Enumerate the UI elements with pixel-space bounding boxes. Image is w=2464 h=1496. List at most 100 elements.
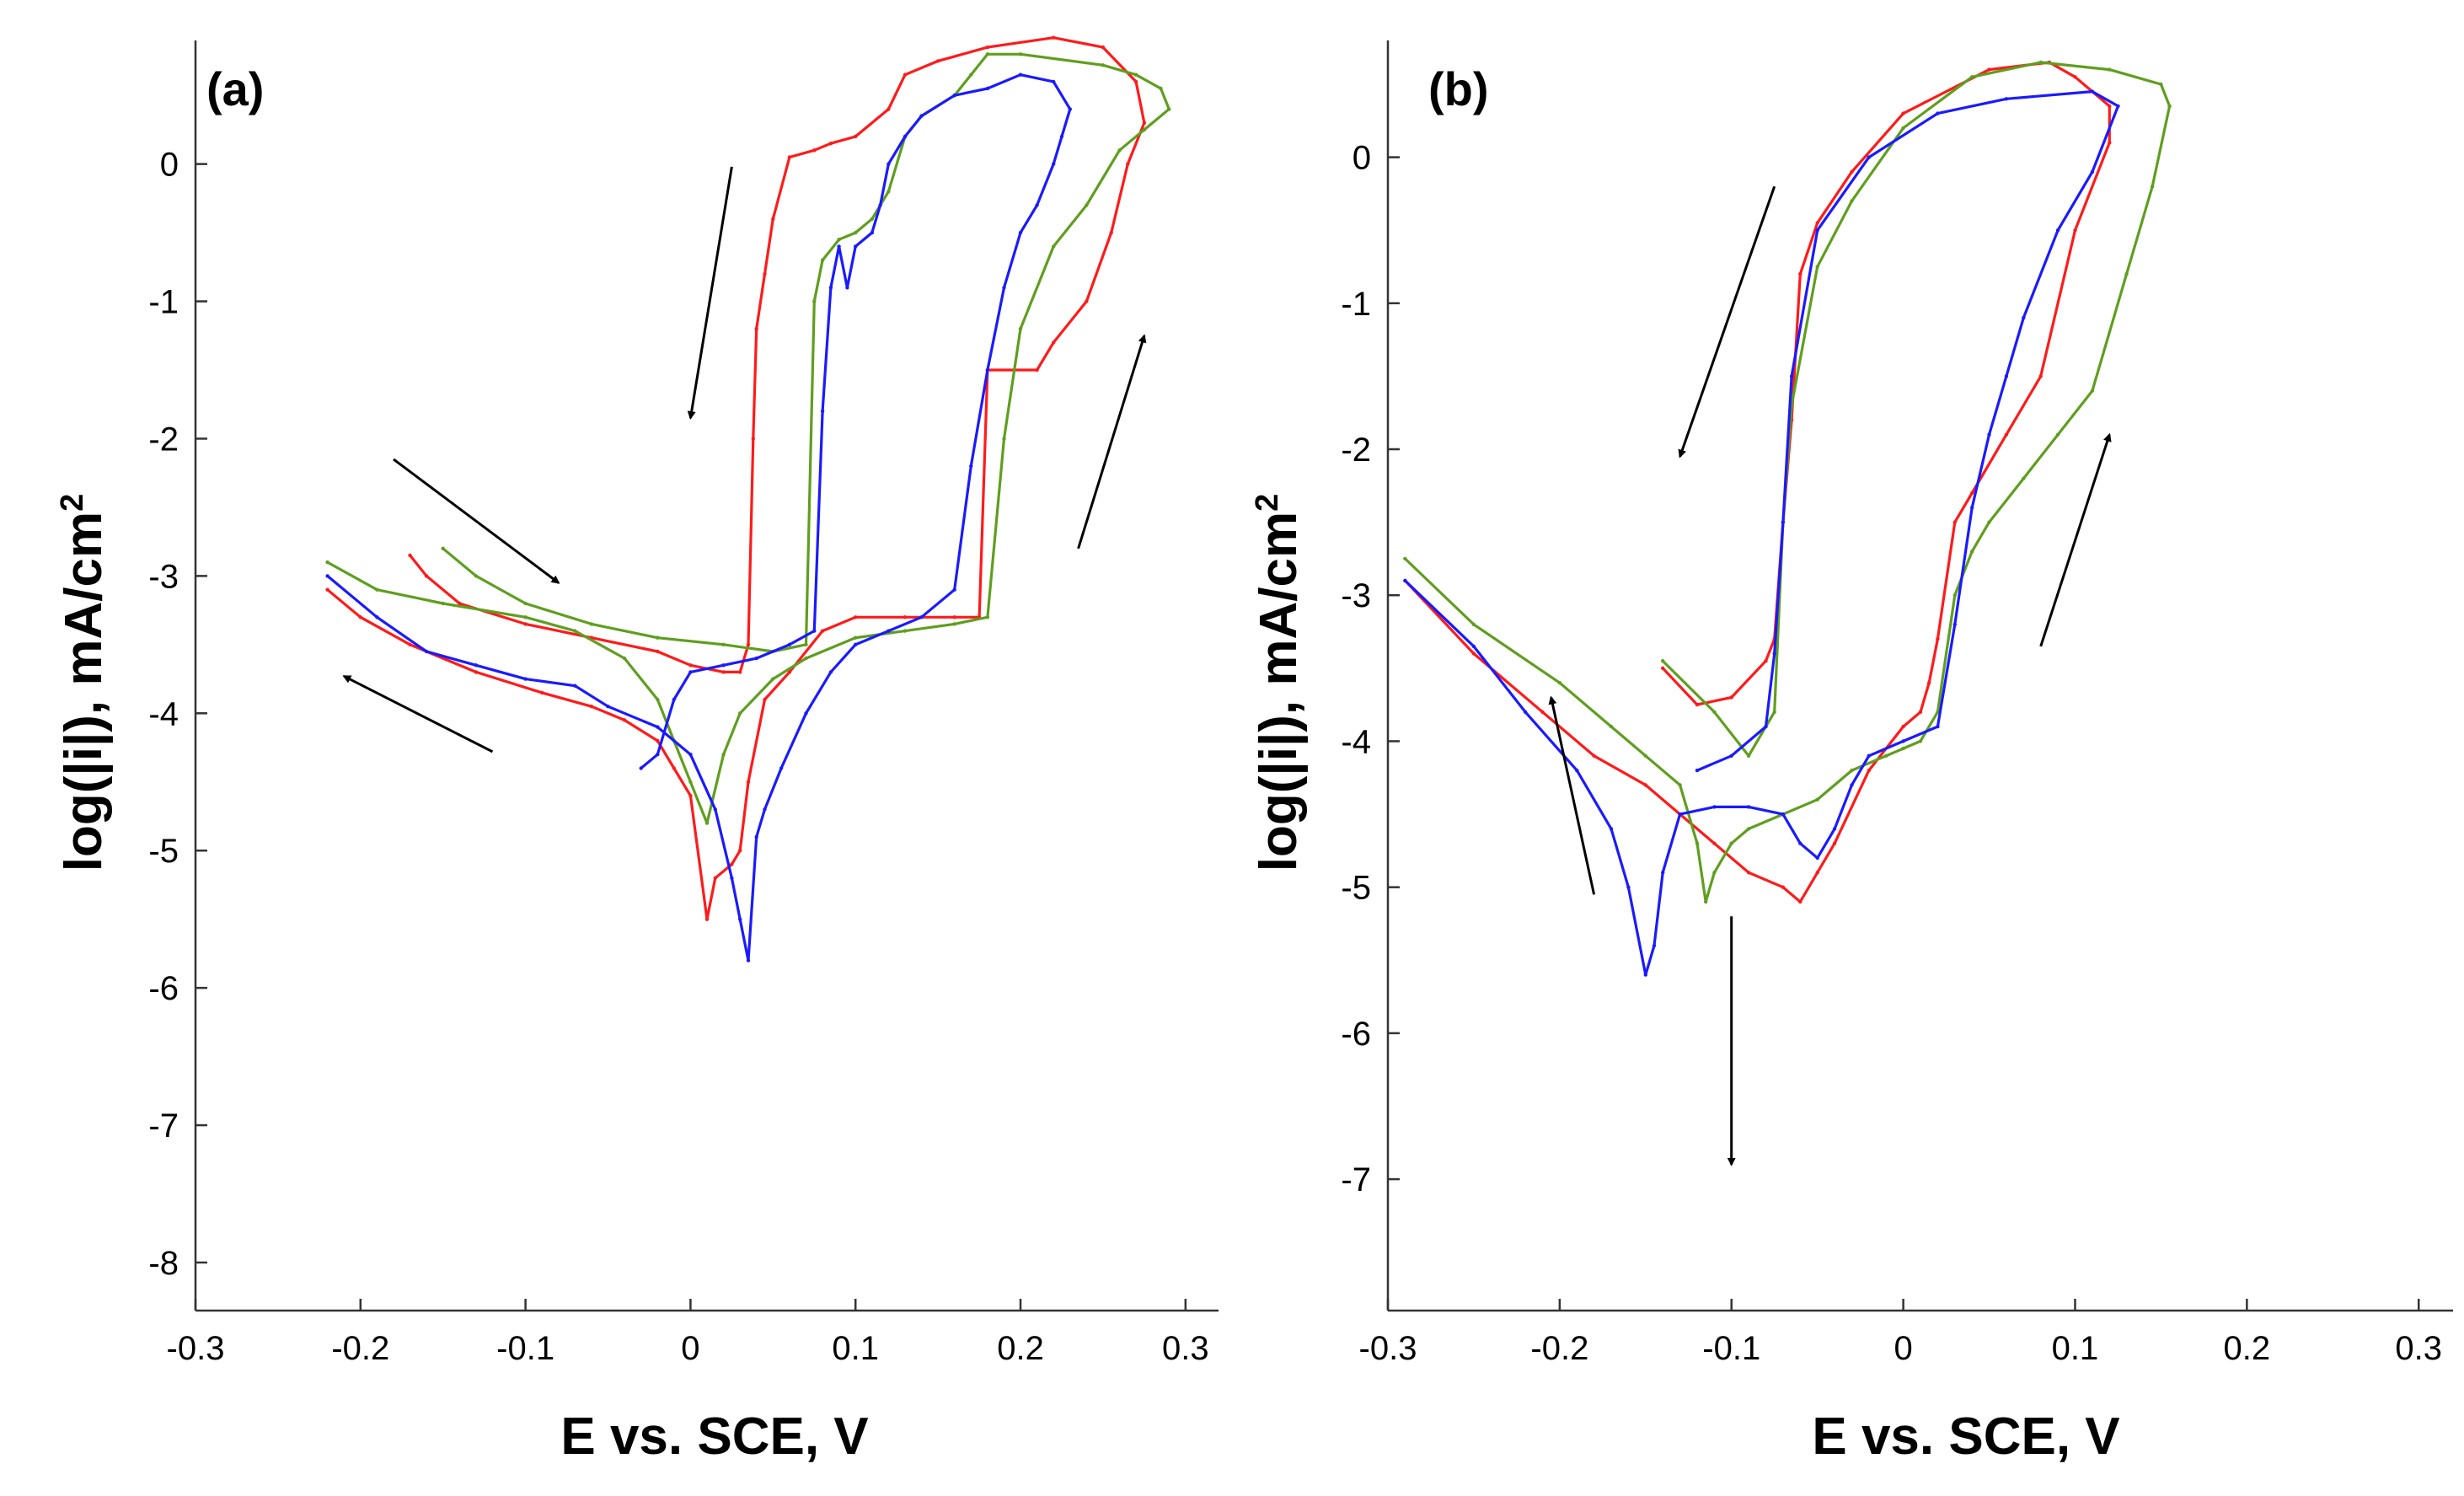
- panel-a-y-axis-title: log(|i|), mA/cm2: [55, 494, 114, 872]
- panel-a-series-1-point-27: [1101, 63, 1106, 67]
- panel-a-y-axis-title-sup: 2: [55, 494, 90, 512]
- panel-a-series-2-point-29: [1068, 107, 1073, 111]
- panel-a-series-1-point-9: [704, 821, 710, 825]
- panel-a-y-tick-label-4: -4: [148, 695, 179, 732]
- panel-a-series-0-point-7: [656, 738, 660, 743]
- panel-a-series-2-point-18: [854, 642, 858, 646]
- panel-b-series-1-point-0: [1403, 556, 1407, 561]
- panel-a-series-0-point-28: [1142, 121, 1147, 125]
- panel-a-series-0-point-9: [688, 793, 693, 798]
- panel-a-series-2-point-38: [870, 230, 875, 235]
- panel-b-series-0-point-21: [2073, 228, 2077, 233]
- panel-a-series-2-point-1: [375, 615, 379, 619]
- panel-a-series-0-point-13: [738, 849, 742, 853]
- panel-b-x-axis-title: E vs. SCE, V: [1812, 1408, 2119, 1466]
- panel-a-annotation-arrow-2: [342, 674, 494, 753]
- panel-a-series-0-point-19: [903, 615, 908, 619]
- panel-b-series-2-point-12: [1781, 812, 1786, 817]
- panel-a-series-1-point-23: [1142, 127, 1147, 132]
- panel-a-series-1-point-12: [771, 677, 775, 681]
- panel-b-y-tick-label-1: -1: [1341, 286, 1371, 323]
- panel-b-series-1-point-15: [1901, 746, 1905, 751]
- panel-a-series-0-point-41: [763, 271, 767, 276]
- panel-a-series-1-point-17: [985, 615, 990, 619]
- panel-a-series-0-point-32: [985, 45, 990, 50]
- panel-a-series-0-point-44: [746, 642, 751, 646]
- panel-b-series-0-point-8: [1781, 885, 1786, 889]
- panel-b-series-2-point-31: [1867, 155, 1871, 159]
- panel-a-series-0-point-24: [1052, 340, 1056, 345]
- panel-b-series-2-point-38: [1695, 768, 1700, 773]
- panel-a-series-1-point-40: [804, 642, 808, 646]
- panel-a-y-tick-label-5: -5: [148, 833, 179, 870]
- panel-a-series-1-point-45: [523, 601, 528, 606]
- chart-panel-a: -0.3 -0.2 -0.1 0 0.1 0.2 0.30-1-2-3-4-5-6-7-8 …: [55, 35, 1219, 1466]
- panel-a-x-tick-label-5: 0.2: [997, 1330, 1044, 1367]
- panel-a-series-0-point-39: [787, 155, 792, 159]
- panel-b-series-1-point-29: [2038, 60, 2043, 65]
- panel-a-series-0-point-29: [1133, 79, 1138, 84]
- panel-b-series-2-point-32: [1815, 228, 1819, 233]
- panel-b-series-1-point-16: [1918, 739, 1923, 743]
- panel-b-series-1-point-12: [1815, 797, 1819, 802]
- panel-b-series-1-point-37: [1746, 753, 1751, 758]
- panel-a-series-2-point-27: [1052, 162, 1056, 166]
- panel-a-series-1-point-46: [474, 574, 479, 578]
- panel-b-series-2-point-2: [1523, 710, 1528, 714]
- panel-a-data-layer: [325, 35, 1171, 962]
- panel-b-series-0-point-1: [1471, 651, 1476, 656]
- panel-b-series-0-point-26: [1987, 67, 1991, 72]
- panel-b-series-1-point-5: [1678, 783, 1682, 787]
- panel-a-series-0-point-27: [1126, 162, 1130, 166]
- panel-a-series-1-point-10: [721, 753, 726, 757]
- panel-b-series-1-point-26: [2167, 104, 2172, 109]
- panel-a-series-1-point-38: [820, 258, 825, 262]
- panel-a-series-1-point-37: [837, 238, 841, 242]
- panel-b-series-2-point-29: [2004, 97, 2009, 101]
- panel-a-series-1-point-44: [589, 622, 594, 626]
- panel-a-x-tick-label-3: 0: [681, 1330, 699, 1367]
- panel-a-series-0-point-42: [754, 326, 758, 331]
- panel-a-series-2-point-21: [952, 587, 956, 592]
- panel-b-series-0-point-20: [2038, 374, 2043, 378]
- panel-a-series-2-point-9: [713, 807, 717, 812]
- panel-b-series-1-point-6: [1695, 841, 1700, 845]
- panel-a-series-1-point-43: [656, 635, 660, 640]
- panel-a-series-2-point-10: [730, 876, 734, 881]
- panel-a-series-2-point-32: [985, 86, 990, 91]
- panel-b-series-1-point-8: [1712, 871, 1717, 875]
- panel-a-series-2-point-20: [919, 615, 924, 619]
- panel-b-y-axis-title: log(|i|), mA/cm2: [1250, 494, 1309, 872]
- panel-b-series-2-point-35: [1772, 651, 1776, 656]
- panel-a-series-1-point-36: [854, 230, 858, 235]
- panel-b-series-1-point-18: [1952, 593, 1957, 598]
- panel-a-label: (a): [206, 62, 264, 115]
- panel-a-series-2-point-47: [721, 663, 726, 668]
- panel-a-series-2-point-4: [523, 677, 528, 681]
- panel-a-series-1-point-20: [1052, 244, 1056, 249]
- panel-a-series-2-point-30: [1052, 79, 1056, 84]
- panel-b-series-0-point-22: [2108, 141, 2112, 145]
- panel-b-series-1-point-19: [1970, 550, 1974, 554]
- panel-a-series-2-point-35: [903, 134, 908, 139]
- panel-b-series-2-point-22: [1987, 432, 1991, 437]
- panel-a-series-2-point-26: [1035, 203, 1039, 207]
- panel-b-label: (b): [1428, 62, 1489, 115]
- panel-b-series-2-point-5: [1626, 885, 1631, 889]
- panel-b-series-2-point-3: [1575, 768, 1579, 773]
- panel-b-series-1-point-39: [1661, 659, 1665, 663]
- panel-a-series-0-point-12: [730, 862, 734, 866]
- panel-a-y-tick-label-1: -1: [148, 284, 179, 321]
- panel-a-series-2-point-17: [828, 670, 833, 674]
- panel-b-x-tick-label-4: 0.1: [2052, 1330, 2099, 1367]
- panel-a-annotation-arrow-3: [1077, 334, 1147, 550]
- panel-a-series-0-point-4: [540, 690, 544, 695]
- panel-b-series-2-point-6: [1643, 973, 1648, 977]
- panel-b-series-0-line: [1404, 61, 2111, 903]
- panel-a-series-2-point-12: [746, 958, 751, 962]
- panel-a-series-2-point-37: [878, 203, 882, 207]
- panel-b-x-tick-label-5: 0.2: [2224, 1330, 2271, 1367]
- panel-a-series-2-point-40: [845, 286, 849, 290]
- panel-a-y-axis-title-main: log(|i|), mA/cm: [55, 512, 114, 871]
